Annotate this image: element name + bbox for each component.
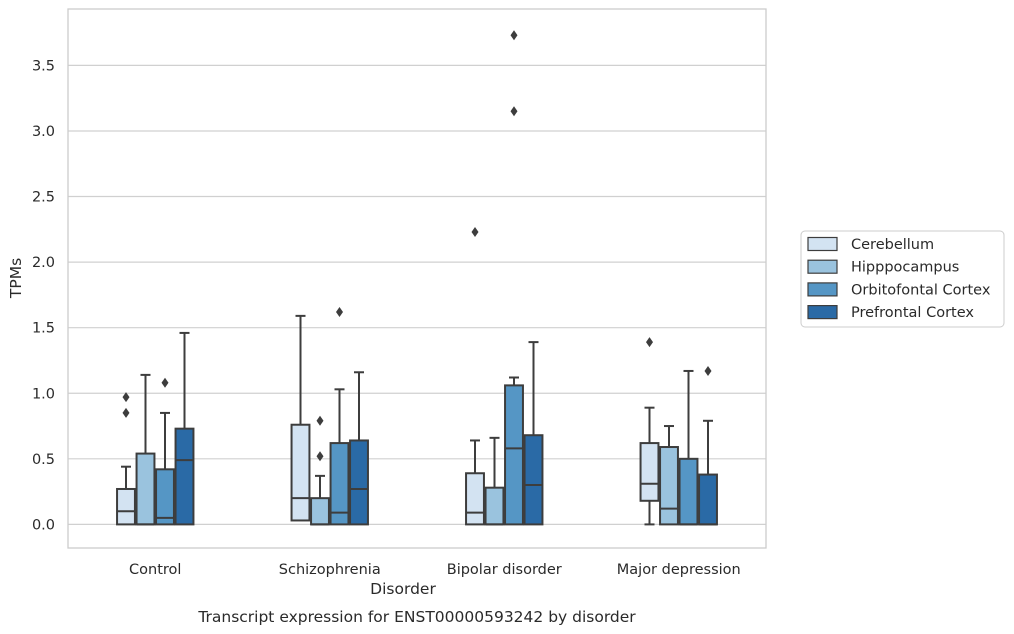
box-0-3	[174, 331, 195, 526]
y-axis-title: TPMs	[7, 258, 25, 299]
box-3-2	[678, 369, 699, 526]
y-tick-labels: 0.0 0.5 1.0 1.5 2.0 2.5 3.0 3.5	[32, 58, 55, 533]
outlier-point	[510, 30, 518, 41]
outlier-point	[704, 365, 712, 376]
box-2-3	[523, 341, 544, 526]
outlier-point	[122, 407, 130, 418]
box-body	[329, 442, 350, 526]
y-tick-label: 0.5	[32, 452, 55, 468]
box-body	[116, 487, 136, 526]
box-body	[484, 486, 505, 526]
box-2-2	[504, 30, 524, 526]
y-tick-label: 1.0	[32, 386, 55, 402]
legend-swatch	[807, 259, 838, 274]
legend-label: Cerebellum	[851, 237, 934, 253]
box-body	[639, 442, 660, 502]
box-body	[698, 473, 718, 526]
box-body	[174, 427, 195, 526]
outlier-point	[161, 377, 169, 388]
x-tick-label: Control	[129, 562, 181, 578]
outlier-point	[316, 415, 324, 426]
box-1-1	[310, 415, 330, 526]
outlier-point	[316, 451, 324, 462]
x-tick-label: Major depression	[617, 562, 741, 578]
box-1-2	[329, 306, 350, 526]
box-body	[659, 446, 679, 526]
x-tick-label: Bipolar disorder	[447, 562, 562, 578]
plot-frame	[67, 8, 767, 549]
box-plots	[116, 30, 718, 526]
box-2-1	[484, 436, 505, 526]
box-body	[504, 384, 524, 526]
legend-label: Prefrontal Cortex	[851, 305, 974, 321]
outlier-point	[122, 392, 130, 403]
legend-swatch	[807, 236, 838, 252]
legend-label: Hipppocampus	[851, 260, 959, 276]
box-3-3	[698, 365, 718, 526]
box-body	[310, 497, 330, 526]
outlier-point	[510, 106, 518, 117]
legend-label: Orbitofontal Cortex	[851, 282, 991, 298]
box-1-0	[290, 314, 311, 522]
y-tick-label: 3.0	[32, 124, 55, 140]
box-body	[290, 423, 311, 522]
box-body	[135, 452, 156, 526]
legend-swatch	[807, 305, 838, 320]
outlier-point	[336, 306, 343, 317]
y-tick-label: 1.5	[32, 321, 55, 337]
y-tick-label: 3.5	[32, 58, 55, 74]
x-axis-title: Disorder	[370, 580, 436, 598]
box-body	[155, 468, 175, 526]
box-body	[678, 457, 699, 526]
box-0-1	[135, 373, 156, 526]
box-0-0	[116, 392, 136, 526]
box-body	[349, 439, 369, 526]
x-tick-labels: Control Schizophrenia Bipolar disorder Majo…	[129, 562, 741, 578]
y-tick-label: 2.5	[32, 190, 55, 206]
box-1-3	[349, 371, 369, 526]
box-body	[523, 434, 544, 526]
y-tick-label: 2.0	[32, 255, 55, 271]
figure-caption: Transcript expression for ENST0000059324…	[197, 608, 636, 626]
box-3-0	[639, 337, 660, 526]
box-3-1	[659, 425, 679, 526]
legend-frame	[800, 230, 1005, 328]
box-2-0	[465, 226, 485, 526]
y-tick-label: 0.0	[32, 517, 55, 533]
box-0-2	[155, 377, 175, 526]
legend: Cerebellum Hipppocampus Orbitofontal Corte…	[800, 230, 1005, 328]
outlier-point	[646, 337, 653, 348]
legend-swatch	[807, 282, 838, 297]
outlier-point	[471, 226, 479, 237]
x-tick-label: Schizophrenia	[279, 562, 381, 578]
box-body	[465, 472, 485, 526]
